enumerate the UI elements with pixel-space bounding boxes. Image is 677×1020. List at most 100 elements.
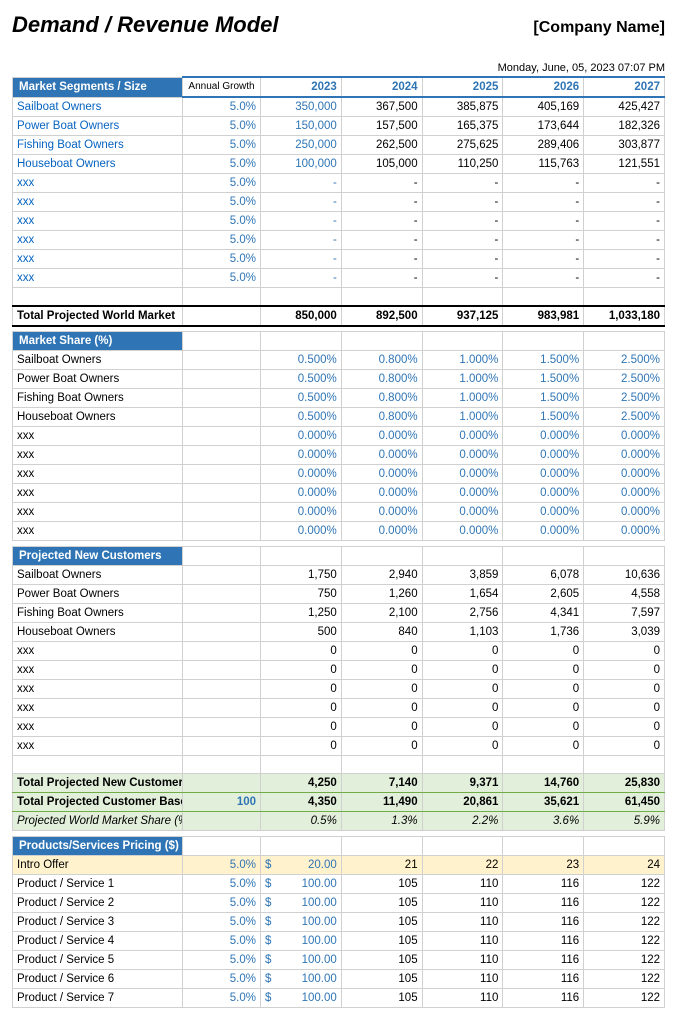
growth-cell: 5.0% [183,231,261,250]
value-cell: 24 [584,856,665,875]
value-cell: 110 [422,989,503,1008]
value-cell: 116 [503,932,584,951]
year-header: 2026 [503,77,584,97]
value-cell: - [422,269,503,288]
row-label: xxx [13,484,183,503]
value-cell: 6,078 [503,566,584,585]
value-cell: - [584,193,665,212]
section-header: Market Share (%) [13,332,183,351]
value-cell: 262,500 [341,136,422,155]
value-cell: 23 [503,856,584,875]
growth-cell: 5.0% [183,269,261,288]
price-cell: $100.00 [261,989,342,1008]
value-cell: 116 [503,989,584,1008]
row-label: xxx [13,212,183,231]
value-cell: - [261,212,342,231]
value-cell: 0.000% [422,427,503,446]
value-cell: 116 [503,875,584,894]
growth-cell: 5.0% [183,856,261,875]
total-cell: 14,760 [503,774,584,793]
value-cell: 0.000% [503,484,584,503]
value-cell: 0.000% [341,484,422,503]
value-cell: 2,756 [422,604,503,623]
value-cell: - [341,212,422,231]
value-cell: - [503,231,584,250]
growth-cell: 5.0% [183,932,261,951]
value-cell: - [422,250,503,269]
value-cell: 0.000% [503,522,584,541]
value-cell: 0 [422,642,503,661]
value-cell: 105 [341,875,422,894]
value-cell: 110 [422,875,503,894]
value-cell: 2,100 [341,604,422,623]
value-cell: 0.000% [503,503,584,522]
value-cell: 385,875 [422,97,503,117]
value-cell: 0.000% [261,522,342,541]
value-cell: 0.000% [584,522,665,541]
value-cell: 840 [341,623,422,642]
value-cell: 150,000 [261,117,342,136]
row-label: xxx [13,231,183,250]
value-cell: - [341,231,422,250]
price-cell: $100.00 [261,913,342,932]
row-label: xxx [13,642,183,661]
row-label: xxx [13,446,183,465]
value-cell: 367,500 [341,97,422,117]
value-cell: 122 [584,913,665,932]
total-cell: 5.9% [584,812,665,831]
total-cell: 11,490 [341,793,422,812]
value-cell: 1.500% [503,370,584,389]
value-cell: 0.000% [261,446,342,465]
value-cell: - [503,193,584,212]
value-cell: 0.000% [341,427,422,446]
value-cell: 122 [584,875,665,894]
growth-cell: 5.0% [183,97,261,117]
row-label: Houseboat Owners [13,623,183,642]
value-cell: 0 [422,718,503,737]
value-cell: 1,260 [341,585,422,604]
value-cell: 0 [261,699,342,718]
value-cell: 0 [422,737,503,756]
value-cell: 110 [422,951,503,970]
row-label: Product / Service 2 [13,894,183,913]
value-cell: - [341,250,422,269]
value-cell: 0.000% [422,465,503,484]
row-label: Fishing Boat Owners [13,389,183,408]
value-cell: 0 [503,718,584,737]
value-cell: 1.000% [422,351,503,370]
value-cell: 0.000% [584,503,665,522]
price-cell: $100.00 [261,932,342,951]
value-cell: - [584,174,665,193]
value-cell: 0.500% [261,408,342,427]
total-cell: 61,450 [584,793,665,812]
value-cell: 750 [261,585,342,604]
price-cell: $100.00 [261,970,342,989]
value-cell: 116 [503,894,584,913]
year-header: 2025 [422,77,503,97]
value-cell: 1.500% [503,389,584,408]
value-cell: 116 [503,951,584,970]
company-name: [Company Name] [533,19,665,37]
row-label: xxx [13,737,183,756]
growth-cell: 5.0% [183,174,261,193]
value-cell: 22 [422,856,503,875]
value-cell: 0 [422,661,503,680]
row-label: Product / Service 5 [13,951,183,970]
value-cell: - [261,174,342,193]
total-cell: 7,140 [341,774,422,793]
value-cell: 0.000% [422,446,503,465]
total-cell: 4,350 [261,793,342,812]
value-cell: 1,736 [503,623,584,642]
growth-cell: 5.0% [183,193,261,212]
value-cell: 2.500% [584,370,665,389]
row-label: Power Boat Owners [13,370,183,389]
value-cell: 2.500% [584,351,665,370]
total-label: Total Projected Customer Base [13,793,183,812]
value-cell: 0 [503,737,584,756]
value-cell: 0.500% [261,370,342,389]
value-cell: 110 [422,970,503,989]
value-cell: 3,859 [422,566,503,585]
growth-cell: 5.0% [183,155,261,174]
value-cell: 0 [261,718,342,737]
value-cell: 0.000% [503,465,584,484]
